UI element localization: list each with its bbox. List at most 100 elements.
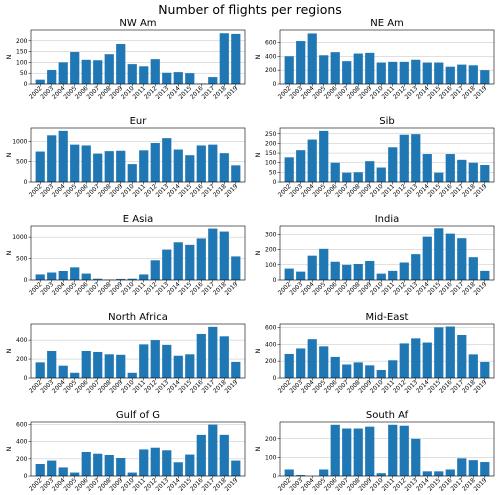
bar-2017 (208, 326, 218, 378)
y-tick-label: 200 (265, 358, 277, 365)
bar-2003 (296, 41, 306, 84)
bar-2005 (319, 248, 329, 280)
y-tick-label: 150 (265, 150, 277, 157)
bar-2010 (127, 278, 137, 280)
bar-2007 (93, 278, 103, 280)
y-tick-label: 200 (16, 38, 28, 45)
bar-2013 (411, 338, 421, 378)
y-tick-label: 250 (265, 131, 277, 138)
bar-2012 (399, 262, 409, 280)
bar-2002 (35, 151, 45, 182)
bar-2018 (468, 162, 478, 182)
y-tick-label: 400 (16, 439, 28, 446)
bar-2013 (411, 254, 421, 280)
bar-2018 (468, 354, 478, 378)
bar-2019 (231, 460, 241, 476)
y-tick-label: 300 (265, 231, 277, 238)
y-tick-label: 600 (16, 422, 28, 429)
figure-title: Number of flights per regions (158, 2, 342, 17)
bar-2010 (127, 372, 137, 378)
bar-2017 (457, 334, 467, 378)
bar-2004 (58, 467, 68, 476)
bar-2019 (480, 361, 490, 378)
bar-2016 (445, 469, 455, 476)
bar-2005 (70, 472, 80, 476)
bar-2003 (47, 460, 57, 476)
panel-title: NW Am (119, 18, 156, 29)
panel-title: South Af (366, 410, 409, 421)
panel-10: South Af01002002002200320042005200620072… (254, 410, 495, 493)
bar-2006 (330, 52, 340, 84)
y-tick-label: 100 (265, 160, 277, 167)
bar-2017 (208, 144, 218, 182)
bar-2011 (139, 150, 149, 182)
bar-2018 (219, 33, 229, 84)
x-tick-label: 2019 (472, 379, 488, 395)
bar-2014 (173, 149, 183, 182)
bar-2017 (457, 64, 467, 84)
bar-2009 (116, 44, 126, 84)
plot-frame (279, 421, 495, 477)
bar-2005 (70, 144, 80, 182)
bar-2008 (104, 54, 114, 84)
bar-2002 (284, 56, 294, 84)
bar-2006 (81, 59, 91, 84)
y-tick-label: 200 (265, 140, 277, 147)
bar-2009 (365, 365, 375, 378)
y-tick-label: 0 (273, 81, 277, 88)
bar-2008 (353, 362, 363, 378)
x-tick-label: 2019 (223, 477, 239, 493)
bar-2004 (58, 365, 68, 378)
bar-2006 (81, 452, 91, 476)
bar-2011 (388, 147, 398, 182)
bar-2011 (139, 449, 149, 476)
bar-2002 (284, 268, 294, 280)
y-tick-label: 0 (273, 179, 277, 186)
bar-2011 (139, 274, 149, 280)
bar-2015 (185, 73, 195, 84)
plot-frame (279, 225, 495, 281)
y-tick-label: 150 (16, 49, 28, 56)
panel-title: Eur (130, 116, 148, 127)
bar-2005 (70, 267, 80, 280)
bar-2003 (47, 135, 57, 182)
panel-title: North Africa (108, 312, 168, 323)
plot-frame (30, 323, 246, 379)
panel-title: Sib (379, 116, 394, 127)
y-tick-label: 50 (20, 70, 28, 77)
bar-2018 (219, 336, 229, 378)
bar-2012 (399, 425, 409, 476)
bar-2016 (445, 326, 455, 378)
bar-2010 (376, 369, 386, 378)
bar-2004 (307, 255, 317, 280)
bar-2017 (208, 228, 218, 280)
y-axis-label: N (5, 348, 13, 353)
bar-2015 (185, 244, 195, 280)
bar-2014 (422, 471, 432, 476)
bar-2017 (208, 77, 218, 84)
bar-2007 (93, 153, 103, 182)
y-tick-label: 400 (265, 341, 277, 348)
bar-2011 (388, 61, 398, 84)
plot-frame (30, 127, 246, 183)
bar-2010 (376, 167, 386, 182)
bar-2009 (365, 52, 375, 84)
panel-title: E Asia (123, 214, 153, 225)
bar-2018 (468, 257, 478, 280)
y-tick-label: 400 (265, 53, 277, 60)
bar-2007 (342, 428, 352, 476)
bar-2009 (116, 458, 126, 476)
y-tick-label: 0 (24, 81, 28, 88)
bar-2019 (480, 165, 490, 182)
bar-2007 (342, 364, 352, 378)
bar-2012 (150, 59, 160, 84)
bar-2019 (231, 361, 241, 378)
bar-2017 (208, 424, 218, 476)
y-tick-label: 0 (273, 375, 277, 382)
bar-2014 (173, 242, 183, 280)
bar-2003 (296, 271, 306, 280)
x-tick-label: 2019 (472, 477, 488, 493)
bar-2010 (376, 473, 386, 476)
x-tick-label: 2019 (223, 183, 239, 199)
bar-2015 (434, 62, 444, 84)
